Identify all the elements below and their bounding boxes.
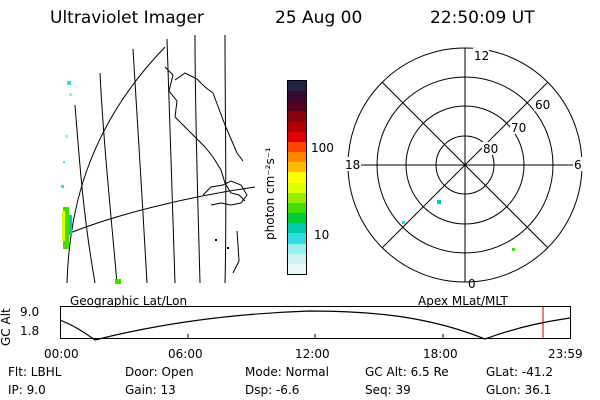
coastline: [202, 180, 248, 206]
colorbar-swatch: [288, 192, 306, 203]
info-mode: Mode: Normal: [245, 365, 329, 379]
colorbar-swatch: [288, 121, 306, 132]
colorbar-swatch: [288, 233, 306, 244]
timeline-ylabel: GC Alt: [0, 308, 13, 346]
info-gain: Gain: 13: [125, 383, 176, 397]
mlt-line-diagonal: [381, 81, 549, 249]
timeline-xtick-0600: 06:00: [168, 347, 203, 361]
label-bg-6: [573, 157, 583, 171]
polar-emission-spot: [512, 248, 515, 251]
geographic-map: [61, 35, 256, 284]
lat-label-80: 80: [483, 142, 498, 156]
coastline: [164, 66, 246, 202]
info-dsp: Dsp: -6.6: [245, 383, 300, 397]
coastline: [174, 72, 244, 162]
emission-spot: [62, 211, 65, 241]
timeline-xtick-1800: 18:00: [423, 347, 458, 361]
info-seq: Seq: 39: [365, 383, 411, 397]
mlt-label-0: 0: [468, 277, 476, 291]
colorbar-swatch: [288, 141, 306, 153]
colorbar-tick-100: 100: [311, 141, 334, 155]
coastline: [232, 230, 240, 274]
info-glon: GLon: 36.1: [486, 383, 552, 397]
colorbar-swatch: [288, 213, 306, 224]
meridian-line: [132, 48, 148, 284]
mlt-label-18: 18: [345, 158, 360, 172]
emission-spot: [63, 161, 65, 163]
timeline-frame: [60, 306, 571, 339]
latitude-line: [69, 186, 256, 234]
colorbar-swatch: [288, 243, 306, 254]
lat-label-60: 60: [535, 98, 550, 112]
colorbar-swatch: [288, 101, 306, 112]
meridian-line: [74, 104, 96, 284]
earth-limb: [66, 46, 166, 284]
timeline-ytick-bottom: 1.8: [20, 324, 40, 338]
colorbar-swatch: [288, 253, 306, 264]
colorbar-swatch: [288, 263, 306, 274]
colorbar-swatch: [288, 172, 306, 183]
label-bg-80: [482, 142, 499, 155]
colorbar-swatch: [288, 111, 306, 122]
emission-spot: [61, 185, 64, 188]
colorbar-swatch: [288, 202, 306, 214]
info-door: Door: Open: [125, 365, 194, 379]
emission-spot: [69, 215, 72, 235]
info-filter: Flt: LBHL: [8, 365, 62, 379]
colorbar-unit-label: photon cm⁻²s⁻¹: [263, 147, 277, 240]
colorbar-tick-10: 10: [314, 228, 330, 242]
colorbar-swatch: [288, 131, 306, 142]
label-bg-70: [510, 121, 527, 134]
timeline-xtick-1200: 12:00: [295, 347, 330, 361]
info-glat: GLat: -41.2: [486, 365, 553, 379]
meridian-line: [194, 35, 201, 284]
altitude-curve: [60, 310, 571, 341]
colorbar-swatch: [288, 152, 306, 163]
colorbar-swatch: [288, 182, 306, 193]
emission-spot: [115, 279, 121, 284]
lat-label-70: 70: [511, 121, 526, 135]
info-gc-alt: GC Alt: 6.5 Re: [365, 365, 449, 379]
meridian-line: [166, 38, 176, 284]
emission-spot: [215, 239, 217, 241]
colorbar-swatch: [288, 223, 306, 234]
label-bg-18: [344, 157, 361, 171]
polar-plot: 12 60 70 80 18 6 0: [344, 47, 583, 291]
mlt-label-6: 6: [574, 158, 582, 172]
timeline-ytick-top: 9.0: [20, 305, 40, 319]
mlt-label-12: 12: [474, 49, 489, 63]
meridian-line: [99, 72, 118, 284]
timeline-plot: [60, 306, 571, 341]
label-bg-12: [473, 48, 489, 62]
timeline-xtick-0000: 00:00: [44, 347, 79, 361]
geographic-label: Geographic Lat/Lon: [70, 294, 188, 308]
polar-label: Apex MLat/MLT: [418, 294, 508, 308]
colorbar-swatch: [288, 81, 306, 92]
polar-emission-spot: [402, 221, 405, 224]
header-time: 22:50:09 UT: [430, 8, 535, 28]
label-bg-60: [534, 98, 551, 111]
emission-spot: [63, 207, 69, 249]
info-ip: IP: 9.0: [8, 383, 46, 397]
emission-spot: [67, 81, 71, 85]
colorbar: [287, 80, 307, 275]
colorbar-swatch: [288, 162, 306, 173]
meridian-line: [224, 35, 227, 284]
emission-spot: [69, 93, 72, 96]
polar-emission-spot: [437, 200, 441, 204]
header-date: 25 Aug 00: [275, 8, 363, 28]
emission-spot: [65, 135, 68, 138]
instrument-title: Ultraviolet Imager: [50, 8, 204, 28]
emission-spot: [227, 247, 229, 249]
timeline-xtick-2359: 23:59: [548, 347, 583, 361]
colorbar-swatch: [288, 91, 306, 102]
